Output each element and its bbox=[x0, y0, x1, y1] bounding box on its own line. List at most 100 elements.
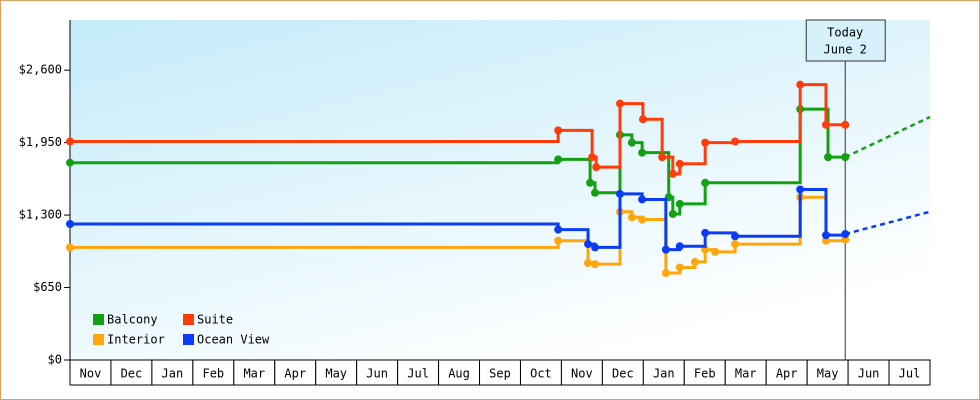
month-cell bbox=[765, 359, 808, 386]
data-point bbox=[701, 138, 710, 147]
data-point bbox=[66, 158, 74, 167]
data-point bbox=[668, 209, 677, 218]
legend-swatch bbox=[183, 334, 194, 345]
data-point bbox=[731, 137, 740, 146]
month-cell bbox=[479, 359, 521, 386]
data-point bbox=[711, 247, 719, 256]
legend-label: Ocean View bbox=[197, 333, 270, 347]
x-tick-label: Nov bbox=[80, 367, 102, 381]
data-point bbox=[675, 159, 684, 168]
month-cell bbox=[192, 359, 235, 386]
x-tick-label: Jun bbox=[366, 367, 388, 381]
x-tick-label: Sep bbox=[489, 367, 511, 381]
legend-label: Suite bbox=[197, 313, 233, 327]
month-cell bbox=[888, 359, 931, 386]
data-point bbox=[584, 259, 593, 268]
data-point bbox=[584, 240, 593, 249]
data-point bbox=[661, 269, 670, 278]
today-marker: Today June 2 bbox=[805, 19, 886, 360]
legend-swatch bbox=[183, 314, 194, 325]
plot-area bbox=[70, 20, 930, 360]
month-cell bbox=[110, 359, 153, 386]
x-tick-label: Dec bbox=[612, 367, 634, 381]
data-point bbox=[821, 120, 830, 129]
legend-label: Balcony bbox=[107, 313, 158, 327]
month-cell bbox=[724, 359, 767, 386]
x-tick-label: Oct bbox=[530, 367, 552, 381]
data-point bbox=[66, 243, 74, 252]
data-point bbox=[690, 257, 699, 266]
data-point bbox=[661, 245, 670, 254]
month-cell bbox=[683, 359, 726, 386]
data-point bbox=[796, 80, 805, 89]
data-point bbox=[554, 155, 563, 164]
data-point bbox=[615, 99, 624, 108]
forecast-line bbox=[844, 210, 931, 236]
data-point bbox=[731, 240, 740, 249]
x-tick-label: Jan bbox=[653, 367, 675, 381]
x-tick-label: Apr bbox=[284, 367, 306, 381]
data-point bbox=[675, 242, 684, 251]
month-cell bbox=[69, 359, 112, 386]
legend-label: Interior bbox=[107, 333, 165, 347]
data-point bbox=[841, 235, 850, 244]
data-point bbox=[701, 228, 710, 237]
data-point bbox=[675, 199, 684, 208]
data-point bbox=[627, 138, 636, 147]
data-point bbox=[638, 215, 647, 224]
x-tick-label: Aug bbox=[448, 367, 470, 381]
data-point bbox=[591, 260, 600, 269]
x-tick-label: Jul bbox=[899, 367, 921, 381]
month-cell bbox=[560, 359, 603, 386]
month-cell bbox=[315, 359, 358, 386]
data-point bbox=[638, 195, 647, 204]
data-point bbox=[821, 231, 830, 240]
data-point bbox=[615, 189, 624, 198]
x-tick-label: Apr bbox=[776, 367, 798, 381]
data-point bbox=[554, 126, 563, 135]
x-tick-label: Jun bbox=[858, 367, 880, 381]
legend-swatch bbox=[93, 314, 104, 325]
data-point bbox=[841, 120, 850, 129]
data-point bbox=[701, 178, 710, 187]
x-tick-label: May bbox=[817, 367, 839, 381]
today-label: Today bbox=[827, 26, 863, 40]
today-label: June 2 bbox=[824, 43, 867, 57]
forecast-line bbox=[844, 115, 931, 159]
month-cell bbox=[356, 359, 399, 386]
legend-swatch bbox=[93, 334, 104, 345]
x-tick-label: Feb bbox=[694, 367, 716, 381]
data-point bbox=[586, 178, 595, 187]
data-point bbox=[824, 153, 833, 162]
data-point bbox=[592, 163, 601, 172]
data-point bbox=[841, 153, 850, 162]
x-tick-label: Mar bbox=[243, 367, 265, 381]
x-tick-label: Feb bbox=[202, 367, 224, 381]
month-cell bbox=[642, 359, 685, 386]
data-point bbox=[66, 137, 74, 146]
data-point bbox=[638, 148, 647, 157]
data-point bbox=[841, 230, 850, 239]
data-point bbox=[731, 232, 740, 241]
data-point bbox=[821, 236, 830, 245]
y-tick-label: $2,600 bbox=[19, 63, 62, 77]
data-point bbox=[588, 153, 597, 162]
x-tick-label: Jan bbox=[162, 367, 184, 381]
data-point bbox=[675, 263, 684, 272]
y-tick-label: $650 bbox=[33, 280, 62, 294]
data-point bbox=[554, 225, 563, 234]
data-point bbox=[66, 220, 74, 228]
y-tick-label: $0 bbox=[48, 353, 62, 367]
data-point bbox=[591, 188, 600, 197]
x-tick-label: May bbox=[325, 367, 347, 381]
data-point bbox=[796, 185, 805, 194]
data-point bbox=[627, 213, 636, 222]
x-tick-label: Dec bbox=[121, 367, 143, 381]
today-box bbox=[805, 19, 886, 62]
data-point bbox=[638, 115, 647, 124]
x-tick-label: Nov bbox=[571, 367, 593, 381]
month-cell bbox=[233, 359, 276, 386]
month-cell bbox=[519, 359, 562, 386]
y-tick-label: $1,300 bbox=[19, 208, 62, 222]
